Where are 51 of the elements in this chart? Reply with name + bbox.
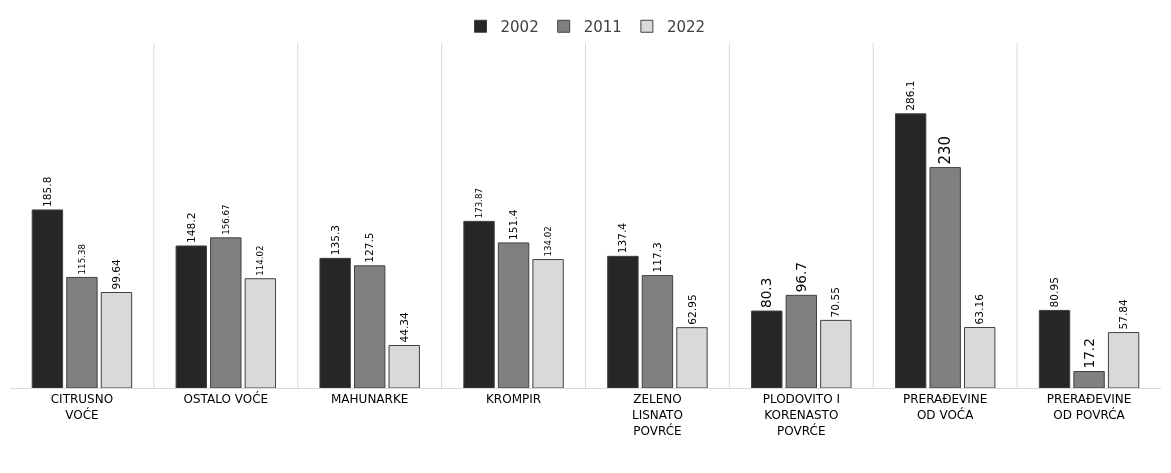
data-label: 17.2 xyxy=(1080,338,1097,369)
data-label: 63.16 xyxy=(973,293,987,325)
x-tick-label: OSTALO VOĆE xyxy=(183,391,269,407)
data-label: 134.02 xyxy=(542,226,553,257)
bar xyxy=(751,310,783,388)
bar xyxy=(66,276,98,388)
data-label: 114.02 xyxy=(255,245,266,276)
x-tick-label: CITRUSNO VOĆE xyxy=(50,392,114,422)
bar xyxy=(210,237,242,388)
data-label: 148.2 xyxy=(184,212,198,243)
data-label: 44.34 xyxy=(397,311,411,343)
legend-label: 2002 xyxy=(500,18,539,37)
data-label: 57.84 xyxy=(1117,298,1131,330)
bar xyxy=(463,220,495,388)
x-tick-label: MAHUNARKE xyxy=(331,392,409,407)
bar xyxy=(641,275,674,388)
data-label: 156.67 xyxy=(220,204,231,235)
x-tick-label: PLODOVITO I KORENASTO POVRĆE xyxy=(762,392,840,438)
bar xyxy=(31,209,64,388)
x-tick-label: ZELENO LISNATO POVRĆE xyxy=(632,392,683,438)
bar xyxy=(894,113,927,388)
bar xyxy=(1073,371,1105,388)
data-label: 80.3 xyxy=(758,277,775,309)
bar xyxy=(175,245,207,388)
bar xyxy=(497,242,530,388)
data-label: 80.95 xyxy=(1048,277,1062,308)
data-label: 230 xyxy=(936,135,955,165)
data-label: 185.8 xyxy=(40,176,54,207)
data-label: 117.3 xyxy=(650,242,664,273)
data-label: 151.4 xyxy=(507,209,521,240)
data-label: 62.95 xyxy=(685,294,699,325)
data-label: 96.7 xyxy=(792,261,809,293)
data-label: 173.87 xyxy=(473,188,484,219)
bar xyxy=(319,257,351,388)
bar xyxy=(785,294,818,388)
data-label: 70.55 xyxy=(829,287,843,318)
x-tick-label: PRERAĐEVINE OD VOĆA xyxy=(902,392,988,422)
data-label: 137.4 xyxy=(616,222,630,254)
legend-label: 2011 xyxy=(583,18,622,37)
data-label: 127.5 xyxy=(363,232,377,263)
data-label: 286.1 xyxy=(904,80,918,111)
bar xyxy=(1038,309,1071,388)
x-tick-label: PRERAĐEVINE OD POVRĆA xyxy=(1046,392,1132,422)
data-label: 115.38 xyxy=(76,244,87,275)
legend-label: 2022 xyxy=(666,18,706,37)
bar xyxy=(607,255,639,388)
bar xyxy=(929,167,961,388)
data-label: 99.64 xyxy=(110,258,123,290)
x-tick-label: KROMPIR xyxy=(486,392,542,407)
data-label: 135.3 xyxy=(328,224,342,256)
bar xyxy=(353,265,386,388)
